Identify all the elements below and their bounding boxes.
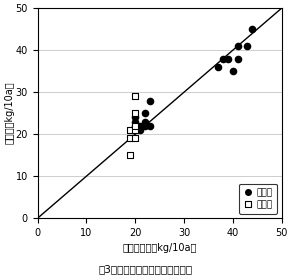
対照機 <box>133 123 138 128</box>
試作機 <box>138 128 142 132</box>
試作機 <box>133 128 138 132</box>
試作機 <box>245 44 250 48</box>
X-axis label: 設定施肂量（kg/10a）: 設定施肂量（kg/10a） <box>122 243 197 253</box>
試作機 <box>147 123 152 128</box>
対照機 <box>133 136 138 141</box>
Legend: 試作機, 対照機: 試作機, 対照機 <box>239 184 277 214</box>
試作機 <box>133 123 138 128</box>
Text: 図3　設定施肂量と施肂量の関係: 図3 設定施肂量と施肂量の関係 <box>99 264 193 274</box>
試作機 <box>250 27 255 31</box>
対照機 <box>133 111 138 115</box>
試作機 <box>133 115 138 120</box>
試作機 <box>143 119 147 124</box>
試作機 <box>235 56 240 61</box>
対照機 <box>128 136 133 141</box>
試作機 <box>226 56 230 61</box>
対照機 <box>133 94 138 99</box>
試作機 <box>230 69 235 73</box>
試作機 <box>138 123 142 128</box>
試作機 <box>216 65 220 69</box>
試作機 <box>143 123 147 128</box>
対照機 <box>128 153 133 157</box>
試作機 <box>147 98 152 103</box>
試作機 <box>221 56 225 61</box>
試作機 <box>143 111 147 115</box>
試作機 <box>133 119 138 124</box>
Y-axis label: 施肂量（kg/10a）: 施肂量（kg/10a） <box>4 82 14 144</box>
対照機 <box>128 128 133 132</box>
試作機 <box>235 44 240 48</box>
対照機 <box>133 128 138 132</box>
